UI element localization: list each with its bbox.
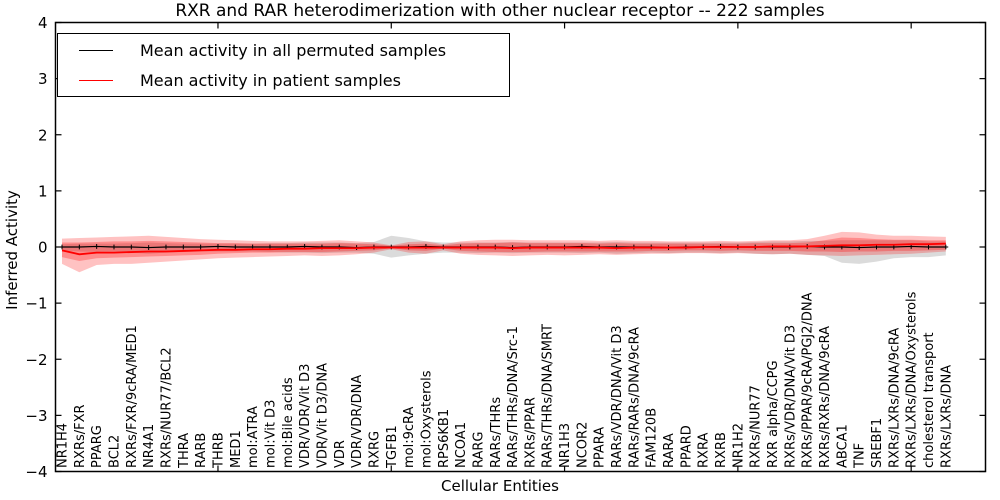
category-label: RARs/THRs/DNA/Src-1 <box>506 326 521 468</box>
category-label: RXRs/PPAR/9cRA/PGJ2/DNA <box>801 292 816 468</box>
category-label: PPARD <box>679 425 694 468</box>
category-label: TGFB1 <box>385 425 400 469</box>
category-label: RARs/RARs/DNA/9cRA <box>627 327 642 468</box>
category-label: cholesterol transport <box>922 332 937 468</box>
y-tick-label: 3 <box>38 70 48 88</box>
category-label: mol:Oxysterols <box>419 370 434 468</box>
y-tick-label: 2 <box>38 126 48 144</box>
category-label: RARB <box>194 433 209 468</box>
patient-line-swatch <box>79 79 113 81</box>
category-label: RXRB <box>714 432 729 468</box>
category-label: THRA <box>177 433 192 469</box>
category-label: RARA <box>662 433 677 468</box>
y-tick-label: −4 <box>25 463 47 481</box>
category-label: RARG <box>471 431 486 468</box>
category-label: PPARA <box>593 427 608 468</box>
category-label: MED1 <box>229 430 244 468</box>
category-label: RXRA <box>697 433 712 468</box>
category-label: THRB <box>211 432 226 469</box>
category-label: RARs/THRs <box>489 397 504 468</box>
category-label: RXRs/LXRs/DNA/Oxysterols <box>905 291 920 468</box>
category-label: RXRs/NUR77/BCL2 <box>159 347 174 468</box>
y-axis-label: Inferred Activity <box>3 190 21 310</box>
chart-title: RXR and RAR heterodimerization with othe… <box>175 1 825 21</box>
category-label: mol:ATRA <box>246 406 261 468</box>
category-label: NR4A1 <box>142 424 157 468</box>
category-label: RXRs/LXRs/DNA/9cRA <box>887 328 902 468</box>
category-label: RXRs/LXRs/DNA <box>939 365 954 468</box>
category-label: RPS6KB1 <box>437 409 452 468</box>
band-patient-range-outer <box>62 231 946 273</box>
category-label: SREBF1 <box>870 418 885 468</box>
category-label: NCOR2 <box>575 422 590 468</box>
category-label: RXRs/FXR <box>73 404 88 468</box>
category-label: VDR/VDR/Vit D3 <box>298 364 313 468</box>
category-label: mol:9cRA <box>402 406 417 468</box>
band-patient-range-inner <box>62 237 946 262</box>
category-label: BCL2 <box>107 435 122 468</box>
category-label: TNF <box>853 443 868 469</box>
category-label: RXRs/VDR/DNA/Vit D3 <box>783 325 798 468</box>
legend: Mean activity in all permuted samples Me… <box>57 33 510 97</box>
y-tick-label: −2 <box>25 351 47 369</box>
category-label: mol:Bile acids <box>281 377 296 468</box>
category-label: NCOA1 <box>454 422 469 468</box>
x-axis-label: Cellular Entities <box>441 477 559 495</box>
legend-item-permuted: Mean activity in all permuted samples <box>58 35 509 65</box>
category-label: RXR alpha/CCPG <box>766 360 781 468</box>
category-label: mol:Vit D3 <box>263 400 278 468</box>
category-label: NR1H3 <box>558 423 573 468</box>
y-tick-label: 1 <box>38 182 48 200</box>
category-label: VDR/VDR/DNA <box>350 375 365 468</box>
y-tick-label: −1 <box>25 295 47 313</box>
legend-item-patient: Mean activity in patient samples <box>58 65 509 95</box>
permuted-line-swatch <box>79 49 113 51</box>
band-permuted-range <box>62 235 946 264</box>
category-label: VDR <box>333 440 348 468</box>
legend-label-patient: Mean activity in patient samples <box>140 70 401 90</box>
category-label: ABCA1 <box>835 424 850 468</box>
category-label: RXRs/PPAR <box>523 397 538 468</box>
category-label: FAM120B <box>645 408 660 468</box>
category-label: RXRs/FXR/9cRA/MED1 <box>125 325 140 468</box>
y-tick-label: −3 <box>25 407 47 425</box>
category-label: NR1H2 <box>731 423 746 468</box>
category-label: RARs/VDR/DNA/Vit D3 <box>610 325 625 468</box>
patient-mean-line <box>61 242 946 256</box>
y-tick-label: 0 <box>38 239 48 257</box>
y-tick-label: 4 <box>38 14 48 32</box>
category-label: RXRs/RXRs/DNA/9cRA <box>818 326 833 468</box>
category-label: PPARG <box>90 425 105 468</box>
legend-label-permuted: Mean activity in all permuted samples <box>140 40 447 60</box>
category-label: RARs/THRs/DNA/SMRT <box>541 324 556 468</box>
category-label: RXRs/NUR77 <box>749 385 764 468</box>
category-label: VDR/Vit D3/DNA <box>315 363 330 468</box>
category-label: NR1H4 <box>56 423 71 468</box>
category-label: RXRG <box>367 431 382 468</box>
